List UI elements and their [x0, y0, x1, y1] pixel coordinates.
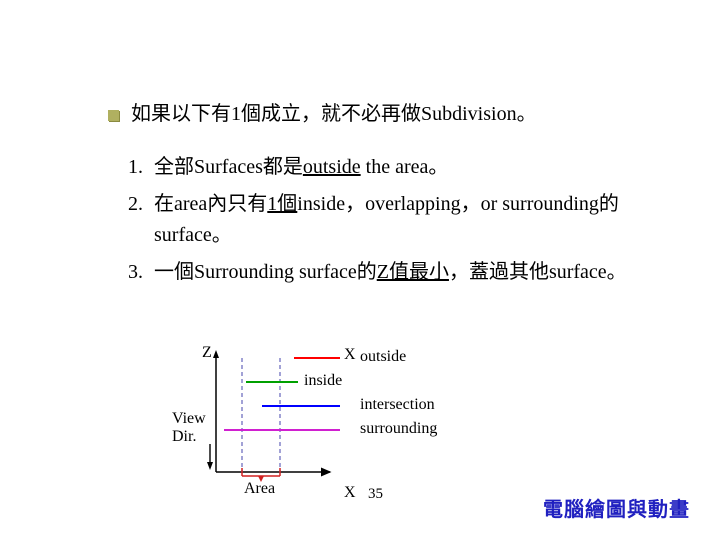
item-underline: Z值最小 — [377, 261, 449, 283]
bullet-icon — [108, 110, 119, 121]
conditions-list: 1.全部Surfaces都是outside the area。 2.在area內… — [128, 152, 660, 288]
legend-outside: outside — [360, 348, 406, 366]
item-number: 3. — [128, 257, 154, 288]
item-text-post: the area。 — [361, 156, 449, 178]
item-text-post: ，蓋過其他surface。 — [449, 261, 627, 283]
item-text-pre: 全部Surfaces都是 — [154, 156, 303, 178]
legend-intersection: intersection — [360, 396, 435, 414]
view-dir-l1: View — [172, 410, 206, 428]
item-number: 2. — [128, 189, 154, 220]
item-number: 1. — [128, 152, 154, 183]
intro-row: 如果以下有1個成立，就不必再做Subdivision。 — [108, 100, 660, 128]
axis-z-label: Z — [202, 344, 212, 362]
area-label: Area — [244, 480, 275, 498]
legend-surrounding: surrounding — [360, 420, 437, 438]
axis-x-bottom-label: X — [344, 484, 356, 502]
list-item: 2.在area內只有1個inside，overlapping，or surrou… — [128, 189, 660, 251]
intro-text: 如果以下有1個成立，就不必再做Subdivision。 — [131, 100, 537, 128]
item-underline: 1個 — [267, 193, 297, 215]
diagram: Z X View Dir. Area X outside inside inte… — [180, 340, 600, 510]
footer-logo: 電腦繪圖與動畫 — [543, 493, 690, 522]
view-dir-l2: Dir. — [172, 428, 196, 446]
axis-x-top-label: X — [344, 346, 356, 364]
list-item: 3.一個Surrounding surface的Z值最小，蓋過其他surface… — [128, 257, 660, 288]
list-item: 1.全部Surfaces都是outside the area。 — [128, 152, 660, 183]
legend-inside: inside — [304, 372, 342, 390]
item-text-pre: 在area內只有 — [154, 193, 267, 215]
item-text-pre: 一個Surrounding surface的 — [154, 261, 377, 283]
page-number: 35 — [368, 486, 383, 503]
item-underline: outside — [303, 156, 361, 178]
